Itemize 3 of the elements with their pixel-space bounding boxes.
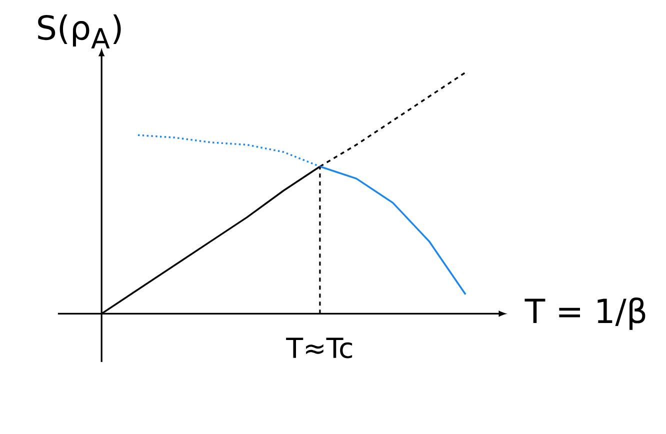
text: T≈Tc — [286, 338, 352, 358]
y-axis-title: S(ρ$_{A}$) — [38, 14, 121, 48]
x-axis-title: T = 1/β — [524, 297, 646, 330]
